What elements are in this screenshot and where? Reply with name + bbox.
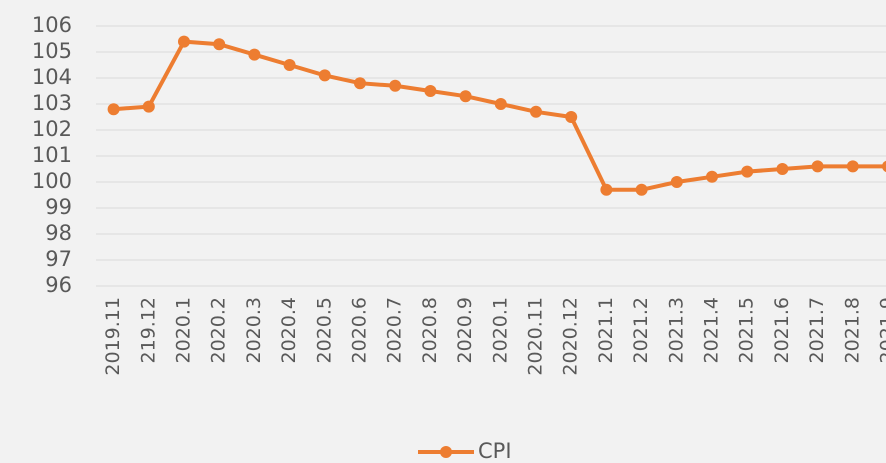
y-tick-label: 98 (45, 221, 72, 245)
x-tick-label: 2021.1 (595, 297, 617, 363)
point (389, 79, 402, 92)
x-tick-label: 2020.2 (208, 297, 230, 363)
y-tick-label: 99 (45, 195, 72, 219)
legend-label: CPI (478, 439, 512, 463)
x-tick-label: 2020.9 (454, 297, 476, 363)
x-tick-label: 2021.3 (665, 297, 687, 363)
x-tick-label: 2020.1 (489, 297, 511, 363)
x-tick-label: 2020.4 (278, 297, 300, 363)
x-tick-label: 2020.5 (313, 297, 335, 363)
point (494, 98, 507, 110)
legend-marker (440, 446, 452, 458)
point (142, 100, 155, 113)
y-tick-label: 101 (32, 143, 72, 167)
y-tick-label: 96 (45, 273, 72, 297)
point (882, 160, 886, 173)
point (213, 38, 226, 51)
y-tick-label: 104 (32, 65, 72, 89)
point (776, 163, 789, 175)
x-tick-label: 2020.3 (243, 297, 265, 363)
x-tick-label: 2020.1 (173, 297, 195, 363)
y-tick-label: 100 (32, 169, 72, 193)
y-tick-label: 105 (32, 39, 72, 63)
point (600, 183, 613, 196)
x-tick-label: 2021.2 (630, 297, 652, 363)
x-tick-label: 2021.6 (771, 297, 793, 363)
x-tick-label: 2020.11 (525, 297, 547, 376)
point (530, 105, 542, 118)
point (283, 59, 296, 71)
x-tick-label: 2021.9 (877, 297, 886, 363)
x-tick-label: 2021.8 (841, 297, 863, 363)
point (670, 176, 683, 188)
point (741, 165, 754, 178)
x-tick-label: 2021.4 (701, 297, 723, 363)
point (178, 35, 190, 48)
x-tick-label: 2020.8 (419, 297, 441, 363)
point (459, 90, 472, 103)
x-tick-label: 2019.11 (102, 297, 124, 376)
point (811, 160, 824, 173)
x-tick-label: 2020.12 (560, 297, 582, 376)
point (424, 85, 437, 97)
x-tick-label: 2020.6 (349, 297, 371, 363)
x-tick-label: 2020.7 (384, 297, 406, 363)
y-tick-label: 106 (32, 13, 72, 37)
x-tick-label: 2021.7 (806, 297, 828, 363)
point (635, 183, 648, 196)
point (248, 48, 261, 61)
y-tick-label: 103 (32, 91, 72, 115)
y-tick-label: 102 (32, 117, 72, 141)
point (354, 77, 366, 90)
y-tick-label: 97 (45, 247, 72, 271)
x-tick-label: 219.12 (137, 297, 159, 363)
point (107, 103, 120, 116)
point (318, 69, 331, 82)
point (565, 111, 578, 123)
point (706, 170, 718, 183)
point (846, 160, 859, 173)
series-line (113, 39, 886, 192)
x-tick-label: 2021.5 (736, 297, 758, 363)
